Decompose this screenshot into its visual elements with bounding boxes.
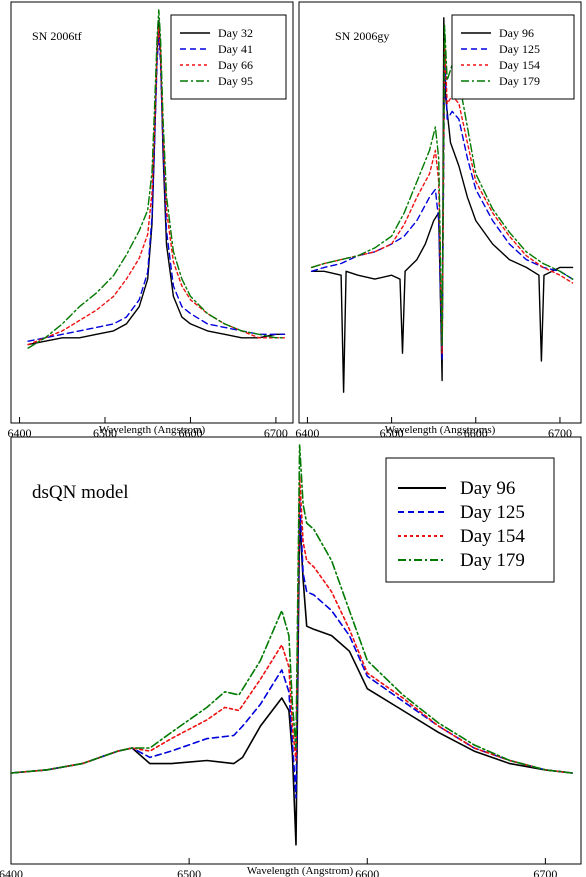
legend-label: Day 66 (218, 58, 253, 72)
series-group (10, 444, 573, 846)
legend-label: Day 32 (218, 26, 253, 40)
legend-label: Day 125 (460, 502, 525, 523)
legend-box (451, 14, 575, 100)
legend-entry: Day 95 (180, 74, 253, 88)
legend: Day 96 Day 125 Day 154 Day 179 (385, 457, 555, 583)
legend-entry: Day 125 (398, 502, 525, 523)
panel-frame (10, 1, 294, 424)
legend-label: Day 41 (218, 42, 253, 56)
series-group (27, 9, 286, 349)
legend-entry: Day 154 (398, 526, 525, 547)
legend-label: Day 154 (460, 526, 525, 547)
legend-label: Day 95 (218, 74, 253, 88)
series-line-day-32 (27, 19, 286, 346)
x-tick-label: 6400 (0, 867, 23, 877)
x-axis-label: Wavelength (Angstrom) (247, 865, 354, 877)
legend-entry: Day 96 (461, 26, 534, 40)
x-axis-label: Wavelength (Angstrom) (99, 424, 206, 436)
legend-label: Day 96 (499, 26, 534, 40)
legend-entry: Day 179 (461, 74, 540, 88)
legend: Day 96 Day 125 Day 154 Day 179 (451, 14, 575, 100)
legend-label: Day 179 (499, 74, 540, 88)
series-line-day-179 (310, 24, 574, 347)
panel-sn2006tf: 6400 6500 6600 6700 SN 2006tf Day 32 Day 41… (8, 1, 294, 440)
panel-annotation: SN 2006gy (335, 29, 389, 43)
series-line-day-154 (10, 475, 573, 774)
series-line-day-125 (10, 497, 573, 799)
legend-label: Day 96 (460, 478, 515, 499)
legend-entry: Day 32 (180, 26, 253, 40)
x-tick-label: 6500 (177, 867, 201, 877)
legend-label: Day 154 (499, 58, 540, 72)
series-group (310, 17, 574, 393)
legend-entry: Day 96 (398, 478, 515, 499)
x-tick-label: 6700 (264, 426, 288, 440)
x-tick-label: 6600 (355, 867, 379, 877)
legend-entry: Day 41 (180, 42, 253, 56)
series-line-day-95 (27, 9, 286, 349)
x-tick-label: 6400 (295, 426, 319, 440)
legend: Day 32 Day 41 Day 66 Day 95 (170, 14, 287, 100)
panel-frame (10, 436, 582, 865)
legend-box (170, 14, 287, 100)
legend-label: Day 179 (460, 550, 525, 571)
legend-entry: Day 179 (398, 550, 525, 571)
legend-entry: Day 125 (461, 42, 540, 56)
legend-label: Day 125 (499, 42, 540, 56)
legend-box (385, 457, 555, 583)
panel-annotation: dsQN model (32, 482, 129, 503)
series-line-day-179 (10, 444, 573, 774)
panel-dsqn-model: 6400 6500 6600 6700 dsQN model Day 96 Day 1… (0, 436, 582, 877)
legend-entry: Day 66 (180, 58, 253, 72)
panel-annotation: SN 2006tf (32, 29, 82, 43)
panel-sn2006gy: 6400 6500 6600 6700 SN 2006gy Day 96 Day 12… (295, 1, 582, 440)
x-tick-label: 6700 (548, 426, 572, 440)
series-line-day-96 (10, 515, 573, 846)
x-ticks: 6400 6500 6600 6700 (0, 858, 557, 877)
panel-frame (298, 1, 582, 424)
legend-entry: Day 154 (461, 58, 540, 72)
x-tick-label: 6700 (533, 867, 557, 877)
x-axis-label: Wavelength (Angstroms) (385, 424, 496, 436)
